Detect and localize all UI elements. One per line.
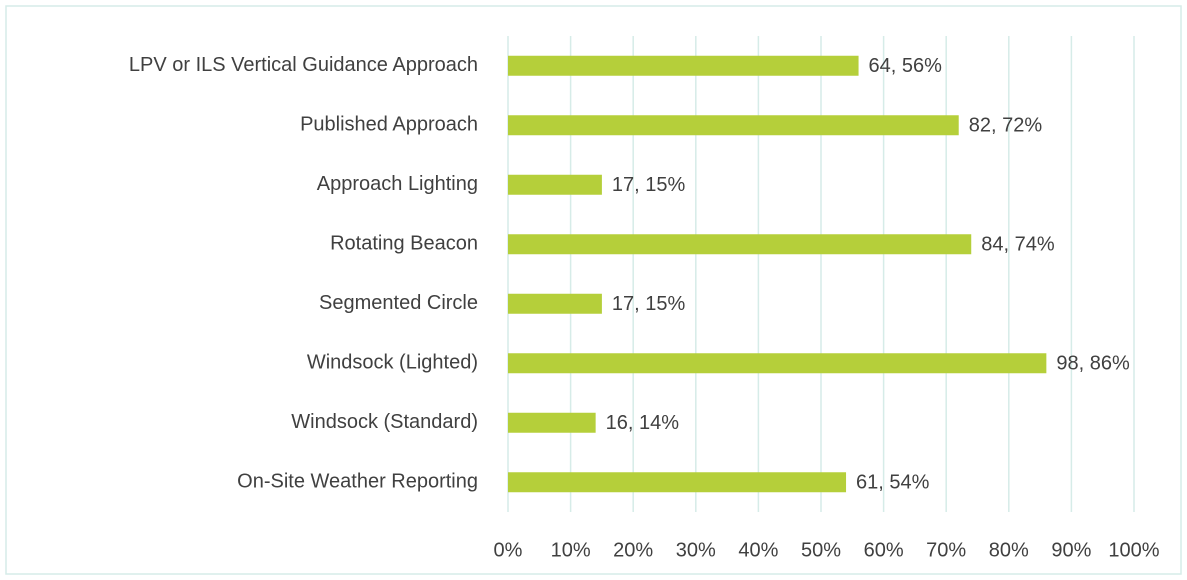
y-tick-label: Published Approach xyxy=(300,114,478,136)
x-tick-label: 10% xyxy=(551,539,591,561)
y-tick-label: Approach Lighting xyxy=(317,173,478,195)
bar xyxy=(508,353,1047,374)
x-tick-label: 20% xyxy=(613,539,653,561)
x-tick-label: 0% xyxy=(494,539,523,561)
x-tick-label: 100% xyxy=(1108,539,1159,561)
bar xyxy=(508,115,959,136)
x-tick-label: 70% xyxy=(926,539,966,561)
x-tick-label: 40% xyxy=(738,539,778,561)
bar xyxy=(508,234,972,255)
bar xyxy=(508,55,859,76)
data-label: 17, 15% xyxy=(612,293,686,315)
bar xyxy=(508,293,602,314)
y-tick-label: Segmented Circle xyxy=(319,292,478,314)
x-tick-label: 30% xyxy=(676,539,716,561)
y-tick-label: LPV or ILS Vertical Guidance Approach xyxy=(129,54,478,76)
y-tick-label: On-Site Weather Reporting xyxy=(237,471,478,493)
y-tick-label: Rotating Beacon xyxy=(330,233,478,255)
x-tick-label: 50% xyxy=(801,539,841,561)
data-label: 61, 54% xyxy=(856,472,930,494)
chart-frame xyxy=(5,5,1182,575)
bar xyxy=(508,472,847,493)
x-tick-label: 90% xyxy=(1051,539,1091,561)
data-label: 17, 15% xyxy=(612,174,686,196)
y-tick-label: Windsock (Standard) xyxy=(291,411,478,433)
x-tick-label: 60% xyxy=(864,539,904,561)
y-tick-label: Windsock (Lighted) xyxy=(307,352,478,374)
bar xyxy=(508,174,602,195)
x-tick-label: 80% xyxy=(989,539,1029,561)
data-label: 98, 86% xyxy=(1056,353,1130,375)
data-label: 82, 72% xyxy=(969,115,1043,137)
data-label: 16, 14% xyxy=(606,412,680,434)
data-label: 84, 74% xyxy=(981,234,1055,256)
data-label: 64, 56% xyxy=(869,55,943,77)
bar xyxy=(508,412,596,433)
